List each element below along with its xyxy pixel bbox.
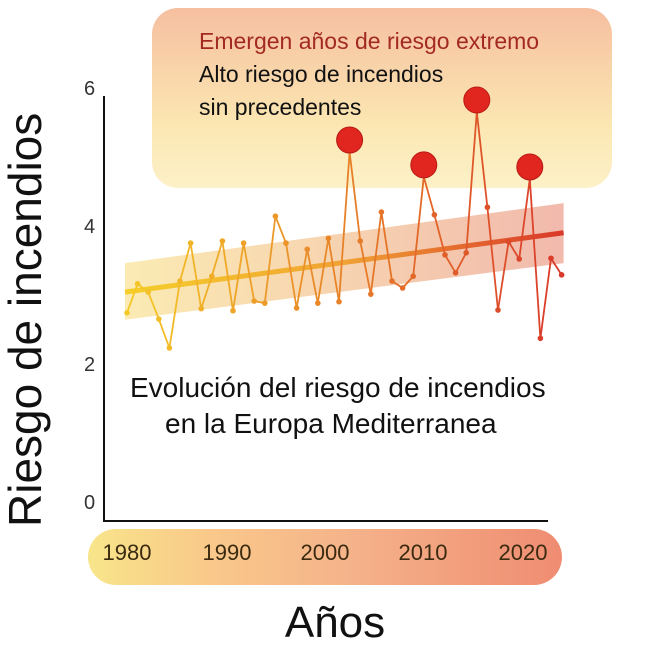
extreme-year-marker <box>336 126 364 154</box>
y-tick-label: 2 <box>84 354 96 376</box>
series-segment <box>422 176 436 216</box>
data-point <box>145 289 151 295</box>
x-tick-label: 2010 <box>398 540 448 565</box>
series-segment <box>507 241 520 260</box>
series-segment <box>189 242 203 309</box>
series-segment <box>306 249 319 304</box>
y-tick-label: 6 <box>84 78 96 100</box>
data-point <box>304 246 311 253</box>
x-axis-band <box>88 529 562 585</box>
extreme-year-marker <box>516 153 544 181</box>
data-point <box>505 238 512 245</box>
series-segment <box>338 151 351 302</box>
series-segment <box>232 242 245 311</box>
data-point <box>452 269 459 276</box>
series-segment <box>465 111 478 253</box>
x-axis-label: Años <box>284 598 386 647</box>
annotation-line-2: sin precedentes <box>199 94 362 120</box>
data-point <box>558 272 565 278</box>
data-point <box>240 240 247 246</box>
data-point <box>219 238 226 244</box>
series-segment <box>126 283 139 314</box>
series-segment <box>444 254 457 274</box>
data-point <box>283 240 289 246</box>
data-point <box>431 212 438 218</box>
data-point <box>548 255 554 262</box>
chart-title-line-1: Evolución del riesgo de incendios <box>130 372 546 403</box>
data-point <box>209 273 215 280</box>
data-point <box>357 238 364 244</box>
series-segment <box>295 249 309 309</box>
extreme-year-marker <box>410 151 438 179</box>
annotation-box: Emergen años de riesgo extremo Alto ries… <box>152 8 612 188</box>
data-point <box>177 278 183 284</box>
series-segment <box>412 176 425 277</box>
data-point <box>463 249 470 256</box>
series-segment <box>348 151 362 242</box>
series-segment <box>285 242 298 309</box>
series-segment <box>359 240 372 295</box>
series-segment <box>497 241 510 311</box>
series-segment <box>454 252 467 274</box>
series-segment <box>274 215 287 244</box>
series-segment <box>221 240 234 311</box>
data-point <box>315 300 321 306</box>
series-segment <box>433 214 446 256</box>
series-segment <box>200 275 213 309</box>
extreme-year-marker <box>463 86 491 114</box>
data-point <box>410 273 417 280</box>
chart-title-line-2: en la Europa Mediterranea <box>165 408 497 439</box>
data-point <box>262 300 268 306</box>
data-point <box>336 298 342 305</box>
series-segment <box>528 178 542 339</box>
series-segment <box>242 242 256 302</box>
annotation-heading: Emergen años de riesgo extremo <box>199 28 540 54</box>
data-point <box>251 298 257 304</box>
data-point <box>484 204 491 211</box>
x-tick-label: 1990 <box>202 540 252 565</box>
data-point <box>495 307 501 313</box>
series-segment <box>157 318 171 349</box>
data-point <box>537 335 544 342</box>
annotation-line-1: Alto riesgo de incendios <box>199 61 444 87</box>
series-segment <box>539 258 552 339</box>
x-tick-label: 2000 <box>300 540 350 565</box>
data-point <box>230 307 236 314</box>
data-point <box>134 281 141 287</box>
data-point <box>442 252 448 258</box>
data-point <box>166 345 173 351</box>
data-point <box>198 305 204 312</box>
data-point <box>368 291 374 297</box>
y-tick-label: 0 <box>84 492 96 514</box>
series-segment <box>550 257 563 276</box>
series-segment <box>369 211 383 295</box>
data-point <box>156 316 162 322</box>
data-point <box>187 240 194 246</box>
series-segment <box>263 216 277 304</box>
series-segment <box>168 280 181 349</box>
series-segment <box>210 240 224 277</box>
series-segment <box>316 238 330 304</box>
y-tick-label: 4 <box>84 216 96 238</box>
series-segment <box>475 111 489 208</box>
x-tick-label: 1980 <box>102 540 152 565</box>
y-axis-label: Riesgo de incendios <box>0 112 51 527</box>
series-segment <box>327 238 340 302</box>
chart-title: Evolución del riesgo de incendios en la … <box>130 370 546 442</box>
data-point <box>272 213 279 219</box>
data-point <box>516 256 522 262</box>
series-segment <box>147 291 160 320</box>
x-tick-label: 2020 <box>498 540 548 565</box>
data-point <box>293 305 300 311</box>
series-segment <box>179 242 192 282</box>
data-point <box>124 310 130 316</box>
series-segment <box>486 207 499 311</box>
series-segment <box>380 211 393 282</box>
data-point <box>378 209 385 215</box>
data-point <box>399 285 406 291</box>
data-point <box>325 235 332 242</box>
data-point <box>389 278 395 284</box>
series-segment <box>518 178 531 260</box>
